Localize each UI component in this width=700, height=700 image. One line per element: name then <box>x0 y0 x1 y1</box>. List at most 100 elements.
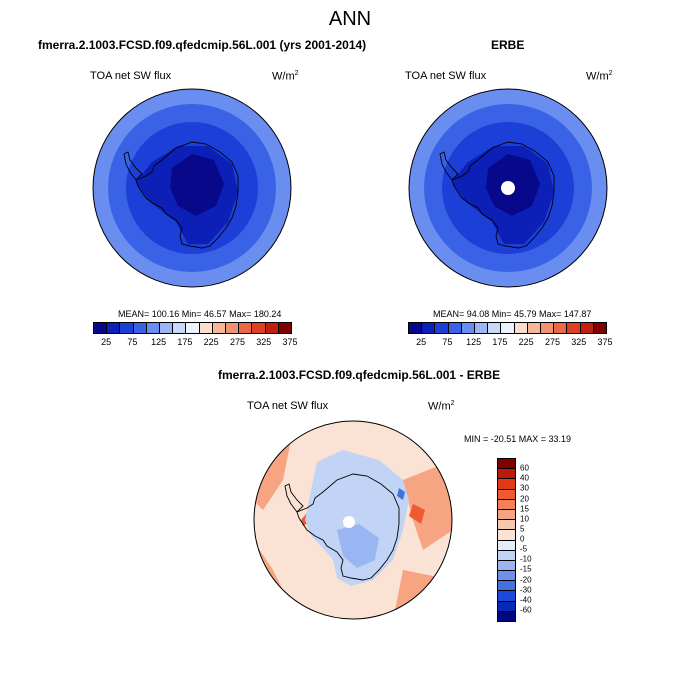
colorbar-swatch <box>498 540 515 551</box>
panel-3-polar-map <box>253 420 453 620</box>
colorbar-swatch <box>498 560 515 572</box>
panel-2-variable-label: TOA net SW flux <box>405 70 487 82</box>
pole-missing-data <box>343 516 355 528</box>
colorbar-swatch <box>146 323 161 333</box>
colorbar-swatch <box>133 323 147 333</box>
peninsula-coastline <box>439 151 459 181</box>
colorbar-swatch <box>567 323 581 333</box>
panel-3-stats: MIN = -20.51 MAX = 33.19 <box>464 434 572 444</box>
panel-3-colorbar <box>497 458 516 622</box>
colorbar-swatch <box>173 323 187 333</box>
colorbar-swatch <box>498 499 515 510</box>
colorbar-swatch <box>498 489 515 500</box>
colorbar-tick-label: 75 <box>127 337 138 347</box>
colorbar-tick-label: 30 <box>520 483 529 493</box>
colorbar-swatch <box>409 323 423 333</box>
panel-1-variable-label: TOA net SW flux <box>90 70 172 82</box>
colorbar-tick-label: 75 <box>442 337 453 347</box>
colorbar-swatch <box>593 323 607 333</box>
warm-anomaly-se <box>393 570 452 619</box>
colorbar-tick-label: 20 <box>520 494 529 503</box>
colorbar-tick-label: 375 <box>282 337 298 347</box>
colorbar-tick-label: 60 <box>520 463 529 473</box>
colorbar-swatch <box>498 591 515 602</box>
cool-anomaly-continent <box>305 450 409 586</box>
colorbar-swatch <box>186 323 200 333</box>
colorbar-swatch <box>435 323 449 333</box>
colorbar-tick-label: 275 <box>544 337 560 347</box>
colorbar-tick-label: 25 <box>416 337 427 347</box>
colorbar-swatch <box>252 323 266 333</box>
colorbar-tick-label: 125 <box>466 337 482 347</box>
antarctica-coastline <box>135 141 239 249</box>
colorbar-tick-label: 5 <box>520 524 525 534</box>
colorbar-swatch <box>448 323 462 333</box>
map-boundary <box>92 88 292 288</box>
map-boundary <box>253 420 453 620</box>
panel-1-units-label: W/m2 <box>272 70 299 83</box>
peninsula-coastline <box>123 151 143 181</box>
colorbar-swatch <box>265 323 279 333</box>
panel-1-polar-map <box>92 88 292 288</box>
colorbar-tick-label: -20 <box>520 575 532 584</box>
colorbar-swatch <box>501 323 515 333</box>
colorbar-swatch <box>498 530 515 541</box>
colorbar-swatch <box>239 323 253 333</box>
colorbar-tick-label: 325 <box>256 337 272 347</box>
colorbar-swatch <box>422 323 436 333</box>
colorbar-swatch <box>107 323 121 333</box>
panel-2-stats: MEAN= 94.08 Min= 45.79 Max= 147.87 <box>433 309 592 319</box>
hot-anomaly-east <box>409 504 425 524</box>
colorbar-tick-label: 0 <box>520 534 525 544</box>
main-title: ANN <box>328 8 372 30</box>
colorbar-swatch <box>120 323 134 333</box>
panel-2-title: ERBE <box>491 38 525 52</box>
colorbar-swatch <box>527 323 542 333</box>
plateau-region <box>170 154 224 216</box>
colorbar-swatch <box>475 323 489 333</box>
colorbar-tick-label: 225 <box>203 337 219 347</box>
colorbar-tick-label: -5 <box>520 544 528 554</box>
panel-1-stats: MEAN= 100.16 Min= 46.57 Max= 180.24 <box>118 309 282 319</box>
colorbar-swatch <box>498 601 515 612</box>
colorbar-tick-label: 325 <box>571 337 587 347</box>
colorbar-tick-label: -15 <box>520 564 532 574</box>
colorbar-swatch <box>488 323 502 333</box>
colorbar-tick-label: 225 <box>518 337 534 347</box>
colorbar-swatch <box>498 469 515 480</box>
colorbar-swatch <box>498 581 515 592</box>
antarctica-coastline <box>296 473 400 581</box>
colorbar-tick-label: 175 <box>492 337 508 347</box>
panel-3-variable-label: TOA net SW flux <box>247 400 329 412</box>
colorbar-swatch <box>498 550 515 561</box>
pole-missing-data <box>501 181 515 195</box>
colorbar-swatch <box>514 323 528 333</box>
colorbar-swatch <box>199 323 213 333</box>
colorbar-tick-label: 375 <box>597 337 613 347</box>
colorbar-tick-label: 275 <box>229 337 245 347</box>
colorbar-swatch <box>160 323 174 333</box>
colorbar-tick-label: 125 <box>151 337 167 347</box>
map-boundary <box>408 88 608 288</box>
cold-anomaly-interior <box>337 524 379 568</box>
colorbar-tick-label: -10 <box>520 554 532 564</box>
colorbar-swatch <box>498 479 515 490</box>
colorbar-tick-label: 10 <box>520 514 529 524</box>
colorbar-swatch <box>498 509 515 521</box>
map-field <box>93 89 291 287</box>
antarctica-coastline <box>451 141 555 249</box>
panel-3-units-label: W/m2 <box>428 400 455 413</box>
panel-2-colorbar <box>408 322 607 334</box>
panel-1-colorbar <box>93 322 292 334</box>
cold-anomaly-coast <box>397 488 405 500</box>
peninsula-coastline <box>284 483 304 513</box>
panel-2-polar-map <box>408 88 608 288</box>
panel-3-title: fmerra.2.1003.FCSD.f09.qfedcmip.56L.001 … <box>218 368 501 382</box>
colorbar-swatch <box>94 323 108 333</box>
colorbar-swatch <box>541 323 555 333</box>
warm-anomaly-e <box>403 460 452 550</box>
panel-1-title: fmerra.2.1003.FCSD.f09.qfedcmip.56L.001 … <box>38 38 367 52</box>
colorbar-swatch <box>498 459 515 470</box>
colorbar-swatch <box>226 323 240 333</box>
colorbar-tick-label: -40 <box>520 595 532 605</box>
